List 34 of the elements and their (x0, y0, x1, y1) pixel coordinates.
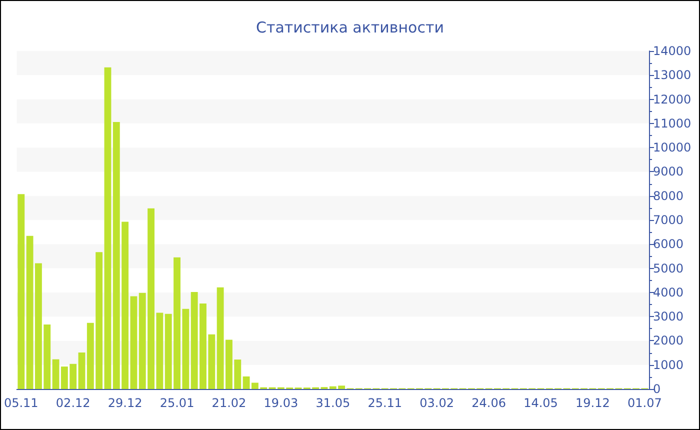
y-tick-label: 6000 (653, 237, 684, 252)
y-tick-label: 12000 (653, 92, 692, 106)
x-tick-label: 14.05 (524, 396, 558, 410)
x-tick-label: 31.05 (316, 396, 350, 410)
x-tick-label: 21.02 (212, 396, 246, 410)
x-tick-label: 19.03 (264, 396, 298, 410)
x-tick-label: 24.06 (472, 396, 506, 410)
y-tick-label: 1000 (653, 358, 684, 372)
y-tick-label: 14000 (653, 44, 692, 58)
y-tick-label: 5000 (653, 261, 684, 276)
x-tick-label: 25.01 (160, 396, 194, 410)
x-tick-label: 29.12 (108, 396, 142, 410)
x-tick-label: 02.12 (56, 396, 90, 410)
y-tick-label: 13000 (653, 68, 692, 82)
x-tick-label: 05.11 (4, 396, 38, 410)
bar (104, 67, 112, 389)
y-tick-label: 7000 (653, 213, 684, 227)
bar (78, 352, 86, 389)
y-tick-label: 4000 (653, 285, 684, 300)
x-tick-label: 19.12 (576, 396, 610, 410)
bar (18, 194, 25, 389)
y-tick-label: 8000 (653, 188, 684, 203)
x-tick-label: 25.11 (368, 396, 402, 410)
y-tick-label: 3000 (653, 310, 684, 324)
y-tick-label: 11000 (653, 116, 692, 130)
x-tick-label: 03.02 (420, 396, 454, 410)
x-tick-label: 01.07 (627, 396, 662, 410)
chart-title: Статистика активности (256, 18, 444, 36)
y-tick-label: 9000 (653, 164, 684, 179)
bar (52, 359, 60, 389)
bar (130, 296, 138, 389)
y-tick-label: 10000 (653, 140, 692, 155)
y-tick-label: 0 (653, 382, 661, 396)
y-tick-label: 2000 (653, 334, 684, 348)
